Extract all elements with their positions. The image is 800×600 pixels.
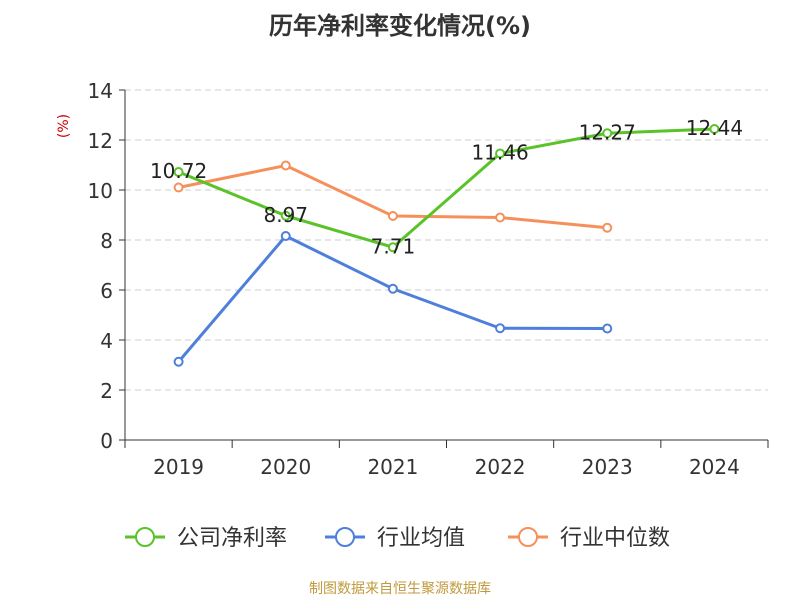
x-tick-label: 2021 bbox=[367, 455, 418, 479]
y-tick-label: 10 bbox=[88, 179, 113, 203]
data-point bbox=[495, 323, 506, 334]
data-label: 12.27 bbox=[579, 120, 636, 144]
y-tick-label: 2 bbox=[100, 379, 113, 403]
legend-marker bbox=[135, 527, 155, 547]
x-tick-label: 2019 bbox=[153, 455, 204, 479]
data-point bbox=[387, 283, 398, 294]
data-label: 11.46 bbox=[471, 141, 528, 165]
data-point bbox=[280, 160, 291, 171]
legend-marker bbox=[518, 527, 538, 547]
data-point bbox=[387, 211, 398, 221]
y-tick-label: 6 bbox=[100, 279, 113, 303]
x-tick-label: 2020 bbox=[260, 455, 311, 479]
legend-label: 行业中位数 bbox=[560, 526, 670, 551]
data-point bbox=[173, 167, 184, 177]
chart-title: 历年净利率变化情况(%) bbox=[269, 12, 531, 40]
data-point bbox=[495, 148, 506, 159]
x-tick-label: 2023 bbox=[582, 455, 633, 479]
data-label: 8.97 bbox=[263, 203, 308, 227]
data-point bbox=[602, 323, 613, 334]
data-point bbox=[280, 210, 291, 221]
legend-label: 行业均值 bbox=[377, 526, 465, 551]
x-tick-label: 2024 bbox=[689, 455, 740, 479]
y-tick-label: 0 bbox=[100, 429, 113, 453]
data-point bbox=[709, 124, 720, 134]
data-point bbox=[495, 212, 506, 223]
x-tick-label: 2022 bbox=[475, 455, 526, 479]
data-point bbox=[602, 222, 613, 233]
legend-label: 公司净利率 bbox=[177, 526, 287, 551]
data-point bbox=[173, 182, 184, 193]
data-label: 10.72 bbox=[150, 159, 207, 183]
series-line-0 bbox=[178, 127, 715, 249]
data-point bbox=[387, 242, 398, 253]
data-label: 12.44 bbox=[686, 116, 743, 140]
y-tick-label: 4 bbox=[100, 329, 113, 353]
data-point bbox=[602, 128, 613, 139]
data-source-note: 制图数据来自恒生聚源数据库 bbox=[309, 581, 491, 597]
data-point bbox=[173, 356, 184, 367]
legend-marker bbox=[335, 527, 355, 547]
data-label: 7.71 bbox=[371, 234, 416, 258]
y-tick-label: 12 bbox=[88, 129, 113, 153]
data-point bbox=[280, 231, 291, 241]
y-axis-label: (%) bbox=[56, 114, 72, 138]
y-tick-label: 14 bbox=[88, 79, 113, 103]
y-tick-label: 8 bbox=[100, 229, 113, 253]
